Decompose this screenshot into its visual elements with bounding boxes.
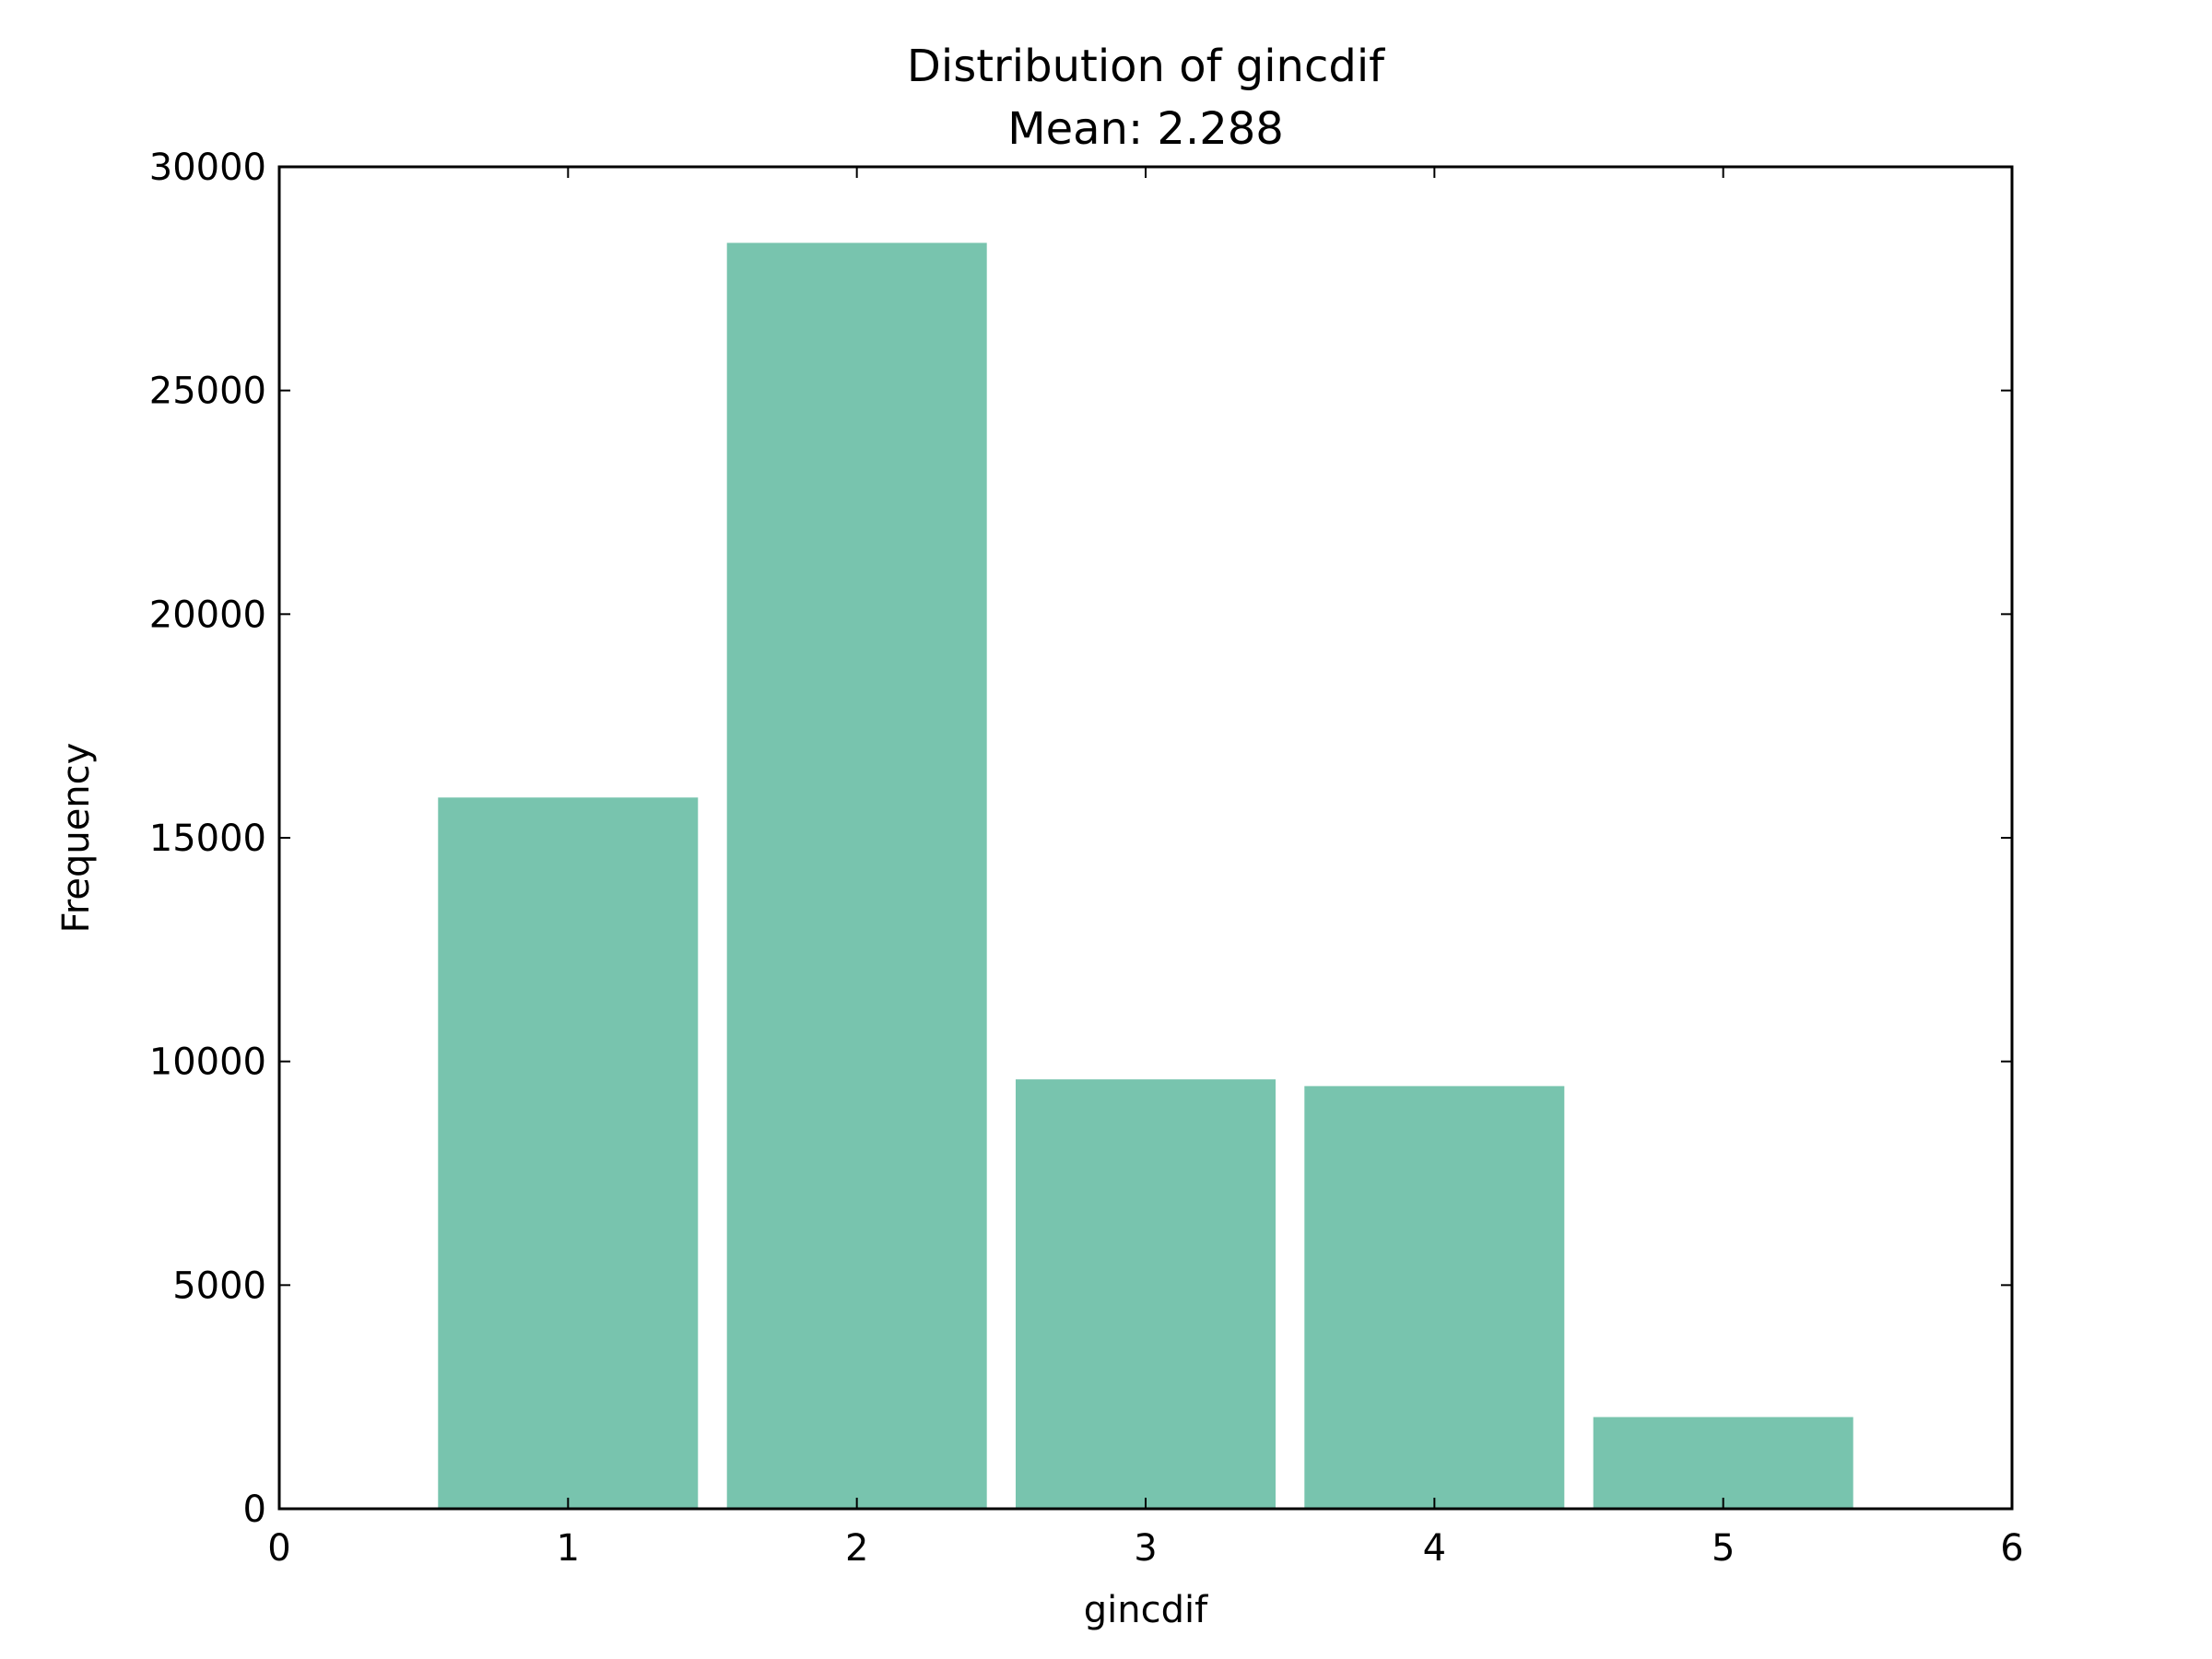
- x-tick-label-0: 0: [267, 1527, 290, 1570]
- x-tick-label-1: 1: [557, 1527, 580, 1570]
- plot-frame: [277, 165, 2014, 1511]
- bar-3: [1016, 1079, 1276, 1509]
- y-tick-label-20000: 20000: [149, 594, 266, 636]
- y-tick-label-0: 0: [243, 1488, 266, 1531]
- ticks-layer: 0 1 2 3 4 5 6 0 5000 10000 15000 20000 25000 30000: [149, 147, 2024, 1570]
- x-tick-label-5: 5: [1712, 1527, 1735, 1570]
- bar-2: [726, 242, 987, 1509]
- x-tick-label-6: 6: [2000, 1527, 2023, 1570]
- bars-layer: [438, 242, 1853, 1509]
- y-axis-label: Frequency: [55, 743, 98, 934]
- y-tick-label-15000: 15000: [149, 818, 266, 860]
- x-tick-label-4: 4: [1423, 1527, 1446, 1570]
- x-axis-label: gincdif: [1084, 1589, 1208, 1631]
- chart-title: Distribution of gincdif: [907, 41, 1385, 92]
- x-tick-label-3: 3: [1134, 1527, 1157, 1570]
- y-tick-label-25000: 25000: [149, 371, 266, 413]
- y-tick-label-30000: 30000: [149, 147, 266, 189]
- chart-subtitle: Mean: 2.288: [1007, 103, 1284, 155]
- bar-1: [438, 797, 699, 1509]
- bar-4: [1304, 1086, 1565, 1509]
- x-tick-label-2: 2: [845, 1527, 868, 1570]
- y-tick-label-10000: 10000: [149, 1041, 266, 1084]
- bar-5: [1593, 1417, 1853, 1509]
- y-tick-label-5000: 5000: [172, 1265, 266, 1307]
